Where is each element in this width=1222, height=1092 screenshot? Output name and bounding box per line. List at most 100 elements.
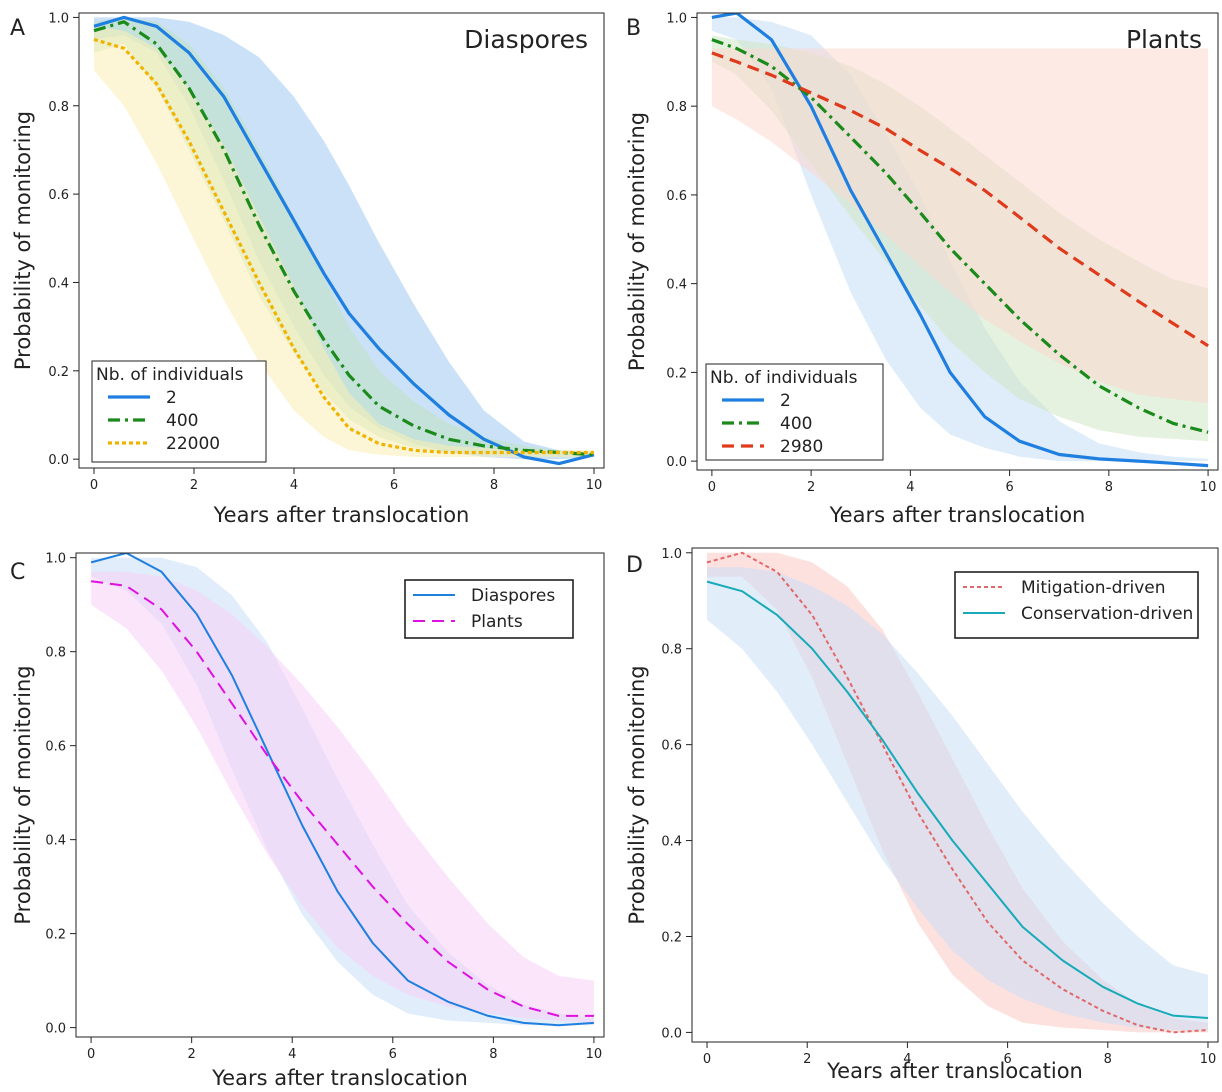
- y-tick-label: 0.6: [48, 188, 69, 203]
- y-tick-label: 1.0: [48, 11, 69, 26]
- y-axis-label: Probability of monitoring: [11, 665, 35, 924]
- y-tick-label: 0.2: [45, 928, 66, 943]
- legend-title: Nb. of individuals: [96, 365, 244, 385]
- band-conservation-driven: [707, 567, 1208, 1030]
- series-lines: [711, 13, 1209, 468]
- legend-entry: 2: [166, 388, 177, 408]
- legend-entry: 400: [780, 414, 812, 434]
- confidence-bands: [711, 17, 1209, 462]
- x-tick-label: 6: [1003, 1052, 1011, 1067]
- y-tick-label: 0.6: [45, 740, 66, 755]
- x-tick-label: 8: [1105, 480, 1113, 495]
- y-tick-label: 1.0: [45, 552, 66, 567]
- x-tick-label: 10: [586, 1047, 603, 1062]
- legend-title: Nb. of individuals: [710, 368, 858, 388]
- y-axis-label: Probability of monitoring: [625, 665, 649, 924]
- legend: Nb. of individuals 2 400 2980: [705, 363, 884, 461]
- y-tick-label: 0.8: [45, 646, 66, 661]
- x-tick-label: 8: [1104, 1052, 1112, 1067]
- legend: Nb. of individuals 2 400 22000: [91, 360, 267, 463]
- x-tick-label: 8: [490, 478, 498, 493]
- x-tick-label: 8: [489, 1047, 497, 1062]
- y-tick-label: 0.6: [666, 189, 687, 204]
- series-line-2: [711, 13, 1209, 468]
- panel-letter: A: [10, 16, 25, 41]
- band-400: [94, 17, 594, 458]
- y-tick-label: 0.8: [48, 100, 69, 115]
- x-tick-label: 4: [906, 480, 914, 495]
- x-axis-label: Years after translocation: [211, 1066, 468, 1090]
- x-tick-label: 0: [708, 480, 716, 495]
- panel-c: 0 2 4 6 8 10 0.0 0.2 0.4 0.6 0.8 1.0 Years after tra…: [10, 552, 605, 1090]
- x-tick-label: 0: [703, 1052, 711, 1067]
- y-tick-label: 0.0: [48, 453, 69, 468]
- confidence-bands: [94, 17, 594, 460]
- x-tick-label: 2: [807, 480, 815, 495]
- y-tick-label: 1.0: [666, 11, 687, 26]
- x-tick-label: 4: [288, 1047, 296, 1062]
- legend-entry: Mitigation-driven: [1021, 578, 1165, 598]
- y-tick-label: 0.2: [666, 366, 687, 381]
- series-lines: [90, 553, 594, 1027]
- panel-title: Diaspores: [464, 25, 588, 54]
- panel-letter: D: [626, 553, 643, 578]
- x-tick-label: 10: [1200, 1052, 1217, 1067]
- x-tick-label: 6: [1005, 480, 1013, 495]
- x-tick-label: 0: [87, 1047, 95, 1062]
- band-22000: [94, 26, 594, 458]
- series-line-conservation-driven: [706, 580, 1209, 1019]
- series-line-400: [93, 20, 595, 457]
- series-line-22000: [93, 37, 594, 455]
- legend: Diaspores Plants: [404, 579, 574, 639]
- y-tick-label: 0.4: [45, 834, 66, 849]
- y-tick-label: 0.2: [661, 930, 682, 945]
- series-lines: [706, 551, 1209, 1034]
- x-tick-label: 4: [290, 478, 298, 493]
- y-tick-label: 0.0: [666, 455, 687, 470]
- plot-frame: [691, 547, 1219, 1043]
- panel-a: 0 2 4 6 8 10 0.0 0.2 0.4 0.6 0.8 1.0 Years after tra…: [10, 11, 605, 527]
- panel-b: 0 2 4 6 8 10 0.0 0.2 0.4 0.6 0.8 1.0 Years after tra…: [625, 11, 1219, 527]
- x-tick-label: 10: [1200, 480, 1217, 495]
- confidence-bands: [91, 557, 594, 1026]
- x-tick-label: 4: [903, 1052, 911, 1067]
- x-axis-label: Years after translocation: [829, 503, 1086, 527]
- series-line-diaspores: [90, 553, 594, 1027]
- y-tick-label: 0.4: [661, 835, 682, 850]
- y-tick-label: 0.6: [661, 739, 682, 754]
- y-tick-label: 0.4: [48, 276, 69, 291]
- x-tick-label: 2: [188, 1047, 196, 1062]
- legend-entry: Conservation-driven: [1021, 604, 1193, 624]
- legend-entry: 22000: [166, 434, 220, 454]
- panel-title: Plants: [1126, 25, 1202, 54]
- band-2980: [711, 48, 1209, 404]
- legend: Mitigation-driven Conservation-driven: [954, 571, 1199, 639]
- plot-frame: [696, 12, 1219, 471]
- legend-entry: 2980: [780, 437, 823, 457]
- y-tick-label: 0.0: [661, 1026, 682, 1041]
- y-axis-label: Probability of monitoring: [625, 112, 649, 371]
- plot-frame: [75, 552, 605, 1038]
- y-tick-label: 1.0: [661, 547, 682, 562]
- panel-letter: B: [626, 16, 641, 41]
- y-tick-label: 0.8: [666, 100, 687, 115]
- y-axis-label: Probability of monitoring: [11, 111, 35, 370]
- x-axis-label: Years after translocation: [213, 503, 470, 527]
- legend-entry: Plants: [471, 612, 523, 632]
- x-tick-label: 0: [90, 478, 98, 493]
- panel-letter: C: [10, 560, 25, 585]
- series-lines: [93, 15, 595, 466]
- x-tick-label: 2: [190, 478, 198, 493]
- series-line-400: [711, 38, 1209, 434]
- x-tick-label: 6: [389, 1047, 397, 1062]
- y-tick-label: 0.2: [48, 365, 69, 380]
- x-axis-label: Years after translocation: [826, 1059, 1083, 1083]
- y-tick-label: 0.8: [661, 643, 682, 658]
- y-tick-label: 0.0: [45, 1022, 66, 1037]
- band-plants: [91, 571, 594, 1023]
- panel-d: 0 2 4 6 8 10 0.0 0.2 0.4 0.6 0.8 1.0 Years after tra…: [625, 547, 1219, 1083]
- series-line-plants: [90, 580, 594, 1017]
- y-tick-label: 0.4: [666, 278, 687, 293]
- legend-entry: Diaspores: [471, 586, 555, 606]
